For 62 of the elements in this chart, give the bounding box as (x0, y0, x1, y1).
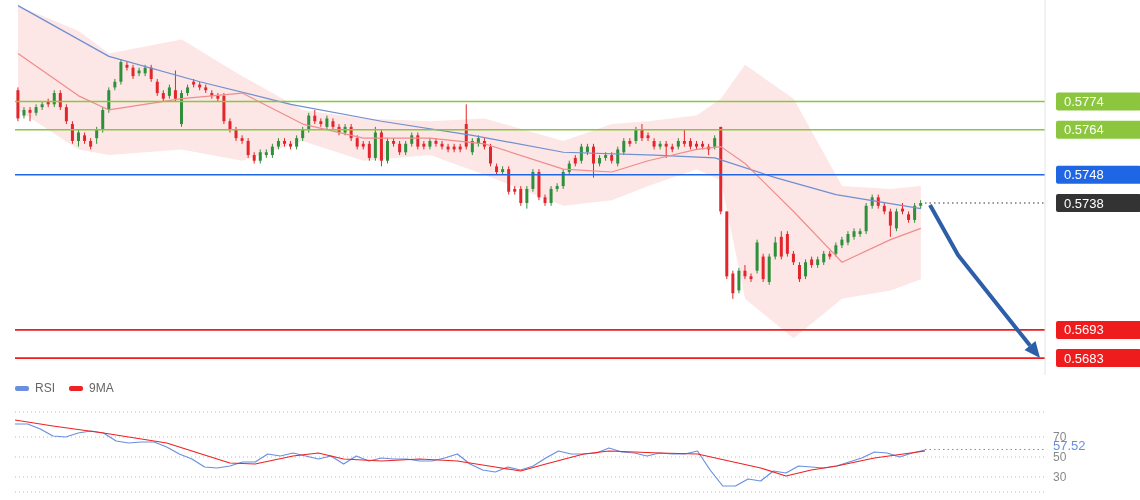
candlestick (592, 143, 595, 179)
candlestick (652, 137, 656, 150)
candlestick (519, 185, 523, 207)
candlestick (804, 258, 808, 280)
legend-label: RSI (34, 381, 56, 395)
candlestick (422, 140, 426, 150)
candlestick (107, 86, 111, 114)
candlestick (913, 202, 917, 224)
candlestick (640, 123, 644, 142)
candlestick (319, 117, 323, 128)
candlestick (489, 143, 492, 167)
candlestick (240, 134, 244, 145)
candlestick (64, 103, 68, 125)
candlestick (616, 146, 620, 167)
candlestick (852, 227, 856, 241)
candlestick (658, 140, 662, 150)
candlestick (101, 106, 105, 134)
candlestick (773, 236, 777, 260)
candlestick (646, 132, 650, 142)
candlestick (737, 267, 741, 294)
line-series (17, 52, 922, 263)
candlestick (749, 273, 753, 283)
candlestick (40, 101, 44, 111)
candlestick (779, 230, 783, 260)
candlestick (888, 208, 892, 238)
candlestick (216, 92, 220, 102)
candlestick (785, 230, 789, 258)
y-tick-label: 50 (1053, 450, 1067, 465)
y-tick-label: 0.5738 (1064, 195, 1104, 211)
candlestick (440, 140, 444, 150)
line-series (14, 419, 926, 477)
candlestick (798, 261, 801, 283)
candlestick (28, 106, 32, 122)
candlestick (549, 185, 553, 207)
candlestick (894, 208, 898, 232)
candlestick (331, 117, 335, 131)
y-tick-label: 0.5764 (1064, 122, 1104, 138)
y-tick-label: 0.5693 (1064, 322, 1104, 338)
y-tick-label: 30 (1053, 470, 1067, 485)
candlestick (434, 137, 438, 148)
candlestick (125, 61, 129, 71)
candlestick (731, 270, 735, 300)
candlestick (628, 137, 632, 148)
candlestick (525, 185, 529, 210)
candlestick (246, 137, 250, 159)
candlestick (555, 182, 559, 193)
legend-label: 9MA (88, 381, 114, 395)
candlestick (119, 58, 123, 86)
candlestick (34, 103, 38, 117)
y-tick-label: 0.5748 (1064, 167, 1104, 183)
line-series (17, 5, 922, 210)
y-tick-label: 0.5683 (1064, 350, 1104, 366)
candlestick (543, 194, 547, 207)
candlestick (137, 67, 141, 77)
candlestick (22, 106, 26, 119)
candlestick (367, 140, 371, 162)
candlestick (386, 137, 389, 165)
candlestick (761, 253, 765, 283)
y-tick-label: 0.5774 (1064, 94, 1104, 109)
candlestick (507, 165, 511, 196)
candlestick (858, 227, 862, 238)
candlestick (173, 69, 177, 102)
